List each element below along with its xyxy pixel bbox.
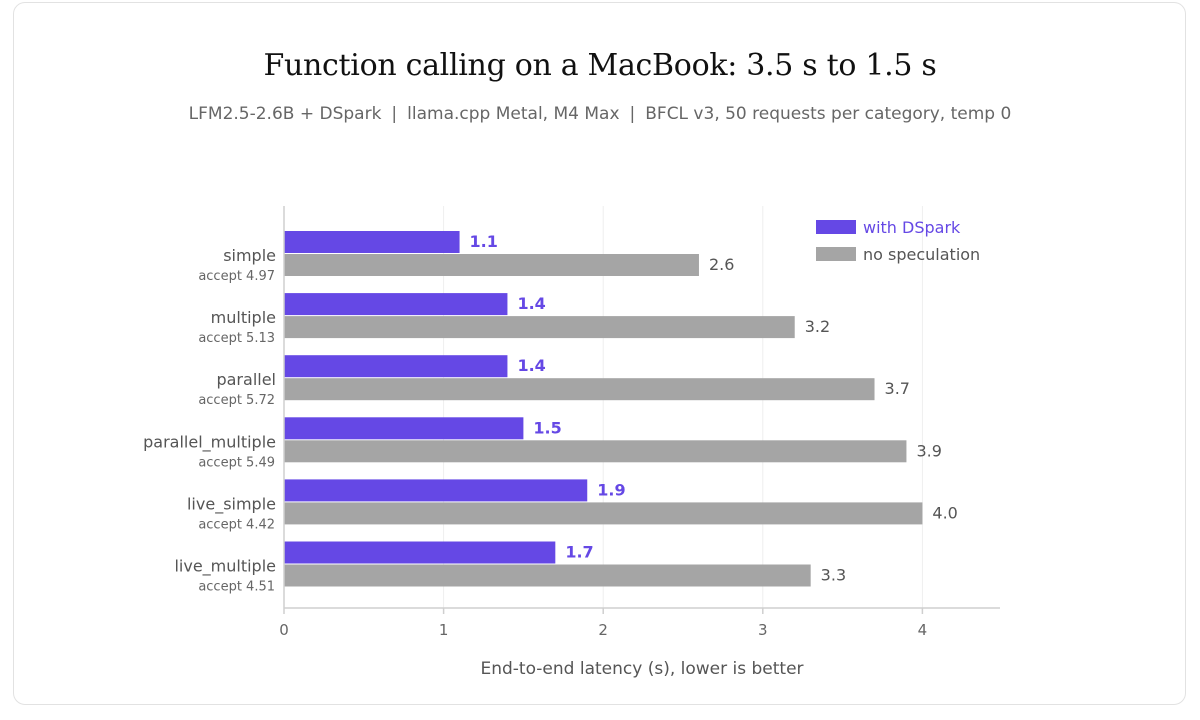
category-accept-label: accept 5.49 xyxy=(198,455,275,470)
data-label-no-speculation: 3.2 xyxy=(805,317,830,336)
data-label-with-dspark: 1.4 xyxy=(517,294,545,313)
data-label-with-dspark: 1.5 xyxy=(533,418,561,437)
chart-title: Function calling on a MacBook: 3.5 s to … xyxy=(263,48,937,83)
x-tick-label: 0 xyxy=(279,621,289,639)
category-label: live_multiple xyxy=(174,557,276,577)
bar-no-speculation xyxy=(284,316,795,339)
bar-with-dspark xyxy=(284,293,508,316)
x-tick-label: 2 xyxy=(598,621,608,639)
bar-with-dspark xyxy=(284,231,460,253)
category-label: parallel xyxy=(216,370,276,389)
bar-no-speculation xyxy=(284,564,811,587)
data-label-no-speculation: 3.7 xyxy=(885,379,910,398)
chart-card xyxy=(13,2,1186,705)
legend-swatch-no-speculation xyxy=(816,247,856,261)
bar-with-dspark xyxy=(284,541,556,564)
category-label: parallel_multiple xyxy=(143,432,276,452)
bar-with-dspark xyxy=(284,479,588,502)
data-label-with-dspark: 1.1 xyxy=(470,232,498,251)
data-label-no-speculation: 2.6 xyxy=(709,255,734,274)
category-label: live_simple xyxy=(187,494,276,514)
chart-subtitle: LFM2.5-2.6B + DSpark | llama.cpp Metal, M4… xyxy=(0,104,1200,124)
legend-swatch-with-dspark xyxy=(816,220,856,234)
x-tick-label: 1 xyxy=(439,621,449,639)
subtitle-model: LFM2.5-2.6B + DSpark xyxy=(188,104,382,124)
bar-with-dspark xyxy=(284,417,524,440)
category-accept-label: accept 4.51 xyxy=(198,580,275,595)
category-label: multiple xyxy=(211,308,276,327)
x-axis-label: End-to-end latency (s), lower is better xyxy=(480,659,803,679)
legend-label-no-speculation: no speculation xyxy=(863,245,980,264)
bar-with-dspark xyxy=(284,355,508,378)
legend-label-with-dspark: with DSpark xyxy=(863,218,961,237)
subtitle-runtime: llama.cpp Metal, M4 Max xyxy=(407,104,620,124)
data-label-with-dspark: 1.9 xyxy=(597,480,625,499)
data-label-with-dspark: 1.4 xyxy=(517,356,545,375)
bar-no-speculation xyxy=(284,254,699,276)
data-label-no-speculation: 3.3 xyxy=(821,566,846,585)
data-label-with-dspark: 1.7 xyxy=(565,543,593,562)
data-label-no-speculation: 3.9 xyxy=(916,441,941,460)
category-accept-label: accept 5.13 xyxy=(198,331,275,346)
subtitle-separator: | xyxy=(629,104,636,124)
category-accept-label: accept 4.42 xyxy=(198,517,275,532)
subtitle-separator: | xyxy=(391,104,398,124)
x-tick-label: 4 xyxy=(918,621,928,639)
bar-no-speculation xyxy=(284,440,907,463)
bar-no-speculation xyxy=(284,378,875,401)
category-accept-label: accept 4.97 xyxy=(198,269,275,284)
data-label-no-speculation: 4.0 xyxy=(932,503,957,522)
category-accept-label: accept 5.72 xyxy=(198,393,275,408)
subtitle-benchmark: BFCL v3, 50 requests per category, temp … xyxy=(645,104,1012,124)
category-label: simple xyxy=(223,246,276,265)
x-tick-label: 3 xyxy=(758,621,768,639)
bar-no-speculation xyxy=(284,502,923,525)
